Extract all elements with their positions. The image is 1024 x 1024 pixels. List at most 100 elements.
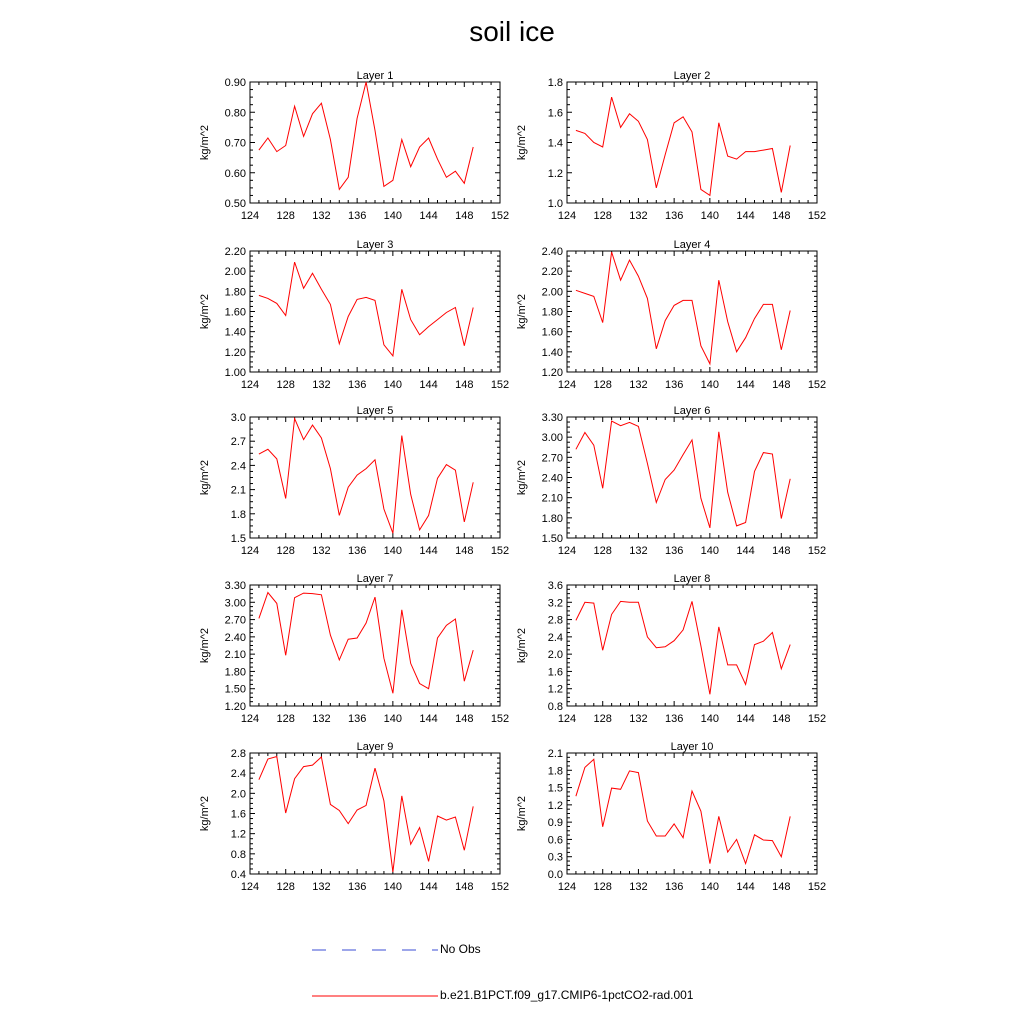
legend-dash-swatch: [312, 949, 438, 951]
y-tick-label: 1.2: [548, 168, 563, 180]
y-tick-label: 2.0: [548, 649, 563, 661]
y-tick-label: 1.6: [548, 107, 563, 119]
y-tick-label: 3.00: [542, 432, 563, 444]
x-tick-label: 140: [384, 210, 402, 222]
x-tick-label: 128: [594, 545, 612, 557]
y-tick-label: 1.80: [542, 307, 563, 319]
chart-panel-10: Layer 10 kg/m^2 0.0 0.3 0.6 0.9 1.2 1.5 1.8 2.1 12…: [516, 741, 826, 893]
y-tick-label: 0.80: [225, 107, 246, 119]
x-tick-label: 152: [808, 713, 826, 725]
x-tick-label: 136: [665, 545, 683, 557]
y-tick-label: 1.80: [225, 286, 246, 298]
x-tick-label: 144: [736, 210, 754, 222]
chart-title: Layer 4: [674, 239, 711, 251]
x-tick-label: 148: [455, 881, 473, 893]
plot-frame: [249, 416, 501, 539]
series-line-1: [575, 96, 791, 197]
y-tick-label: 1.50: [542, 533, 563, 545]
y-tick-label: 1.8: [548, 765, 563, 777]
series-line-1: [575, 758, 791, 866]
chart-panel-2: Layer 2 kg/m^2 1.0 1.2 1.4 1.6 1.8 124 128 132 136…: [516, 70, 826, 222]
series-line-1: [258, 416, 474, 534]
x-tick-label: 124: [558, 379, 576, 391]
y-tick-label: 1.8: [548, 77, 563, 89]
y-tick-label: 1.50: [225, 684, 246, 696]
x-tick-label: 136: [665, 881, 683, 893]
y-tick-label: 0.0: [548, 869, 563, 881]
series-line-1: [258, 81, 474, 191]
chart-title: Layer 3: [357, 239, 394, 251]
y-tick-label: 0.9: [548, 817, 563, 829]
y-tick-label: 3.0: [231, 412, 246, 424]
y-tick-label: 2.4: [231, 768, 246, 780]
series-line-1: [575, 420, 791, 529]
y-tick-label: 2.4: [548, 632, 563, 644]
y-tick-label: 2.20: [225, 246, 246, 258]
y-tick-label: 1.40: [542, 347, 563, 359]
y-tick-label: 2.1: [548, 748, 563, 760]
legend-label-no-obs: No Obs: [440, 942, 481, 956]
y-tick-label: 0.3: [548, 852, 563, 864]
x-tick-label: 140: [384, 713, 402, 725]
chart-panel-4: Layer 4 kg/m^2 1.20 1.40 1.60 1.80 2.00 2.20 2.4…: [516, 239, 826, 391]
plot-frame: [249, 752, 501, 875]
chart-panel-7: Layer 7 kg/m^2 1.20 1.50 1.80 2.10 2.40 2.70 3.0…: [199, 573, 509, 725]
y-axis-label: kg/m^2: [199, 460, 211, 495]
y-tick-label: 2.00: [542, 286, 563, 298]
x-tick-label: 152: [491, 210, 509, 222]
x-tick-label: 148: [772, 210, 790, 222]
x-tick-label: 124: [241, 545, 259, 557]
x-tick-label: 152: [808, 881, 826, 893]
y-tick-label: 1.20: [225, 701, 246, 713]
x-tick-label: 148: [772, 379, 790, 391]
x-tick-label: 152: [808, 545, 826, 557]
y-tick-label: 2.40: [542, 246, 563, 258]
chart-panel-8: Layer 8 kg/m^2 0.8 1.2 1.6 2.0 2.4 2.8 3.2 3.6 124…: [516, 573, 826, 725]
y-tick-label: 3.00: [225, 597, 246, 609]
y-axis-label: kg/m^2: [516, 460, 528, 495]
x-tick-label: 148: [772, 881, 790, 893]
x-tick-label: 132: [312, 545, 330, 557]
x-tick-label: 136: [348, 881, 366, 893]
y-tick-label: 0.70: [225, 138, 246, 150]
x-tick-label: 128: [277, 545, 295, 557]
y-tick-label: 1.4: [548, 138, 563, 150]
x-tick-label: 124: [558, 210, 576, 222]
y-tick-label: 2.8: [548, 615, 563, 627]
x-tick-label: 124: [241, 881, 259, 893]
x-tick-label: 144: [419, 545, 437, 557]
x-tick-label: 140: [701, 545, 719, 557]
y-tick-label: 1.80: [542, 513, 563, 525]
y-tick-label: 2.40: [225, 632, 246, 644]
x-tick-label: 132: [629, 210, 647, 222]
x-tick-label: 124: [558, 545, 576, 557]
y-tick-label: 1.2: [231, 829, 246, 841]
y-tick-label: 2.10: [542, 493, 563, 505]
series-line-1: [258, 261, 474, 358]
legend-no-obs: No Obs: [312, 942, 481, 956]
y-tick-label: 2.0: [231, 788, 246, 800]
x-tick-label: 144: [736, 713, 754, 725]
x-tick-label: 128: [277, 210, 295, 222]
x-tick-label: 132: [312, 379, 330, 391]
y-tick-label: 2.70: [542, 452, 563, 464]
y-tick-label: 1.8: [231, 509, 246, 521]
chart-panel-1: Layer 1 kg/m^2 0.50 0.60 0.70 0.80 0.90 124 128 1…: [199, 70, 509, 222]
x-tick-label: 144: [736, 545, 754, 557]
chart-panel-3: Layer 3 kg/m^2 1.00 1.20 1.40 1.60 1.80 2.00 2.2…: [199, 239, 509, 391]
x-tick-label: 140: [384, 379, 402, 391]
chart-title: Layer 9: [357, 741, 394, 753]
y-tick-label: 2.40: [542, 473, 563, 485]
y-tick-label: 1.2: [548, 684, 563, 696]
x-tick-label: 128: [594, 210, 612, 222]
y-tick-label: 1.5: [231, 533, 246, 545]
y-axis-label: kg/m^2: [516, 125, 528, 160]
y-tick-label: 0.4: [231, 869, 246, 881]
x-tick-label: 152: [808, 379, 826, 391]
y-tick-label: 1.6: [231, 809, 246, 821]
x-tick-label: 132: [629, 545, 647, 557]
y-tick-label: 3.6: [548, 580, 563, 592]
x-tick-label: 148: [772, 545, 790, 557]
y-axis-label: kg/m^2: [199, 125, 211, 160]
x-tick-label: 124: [241, 713, 259, 725]
